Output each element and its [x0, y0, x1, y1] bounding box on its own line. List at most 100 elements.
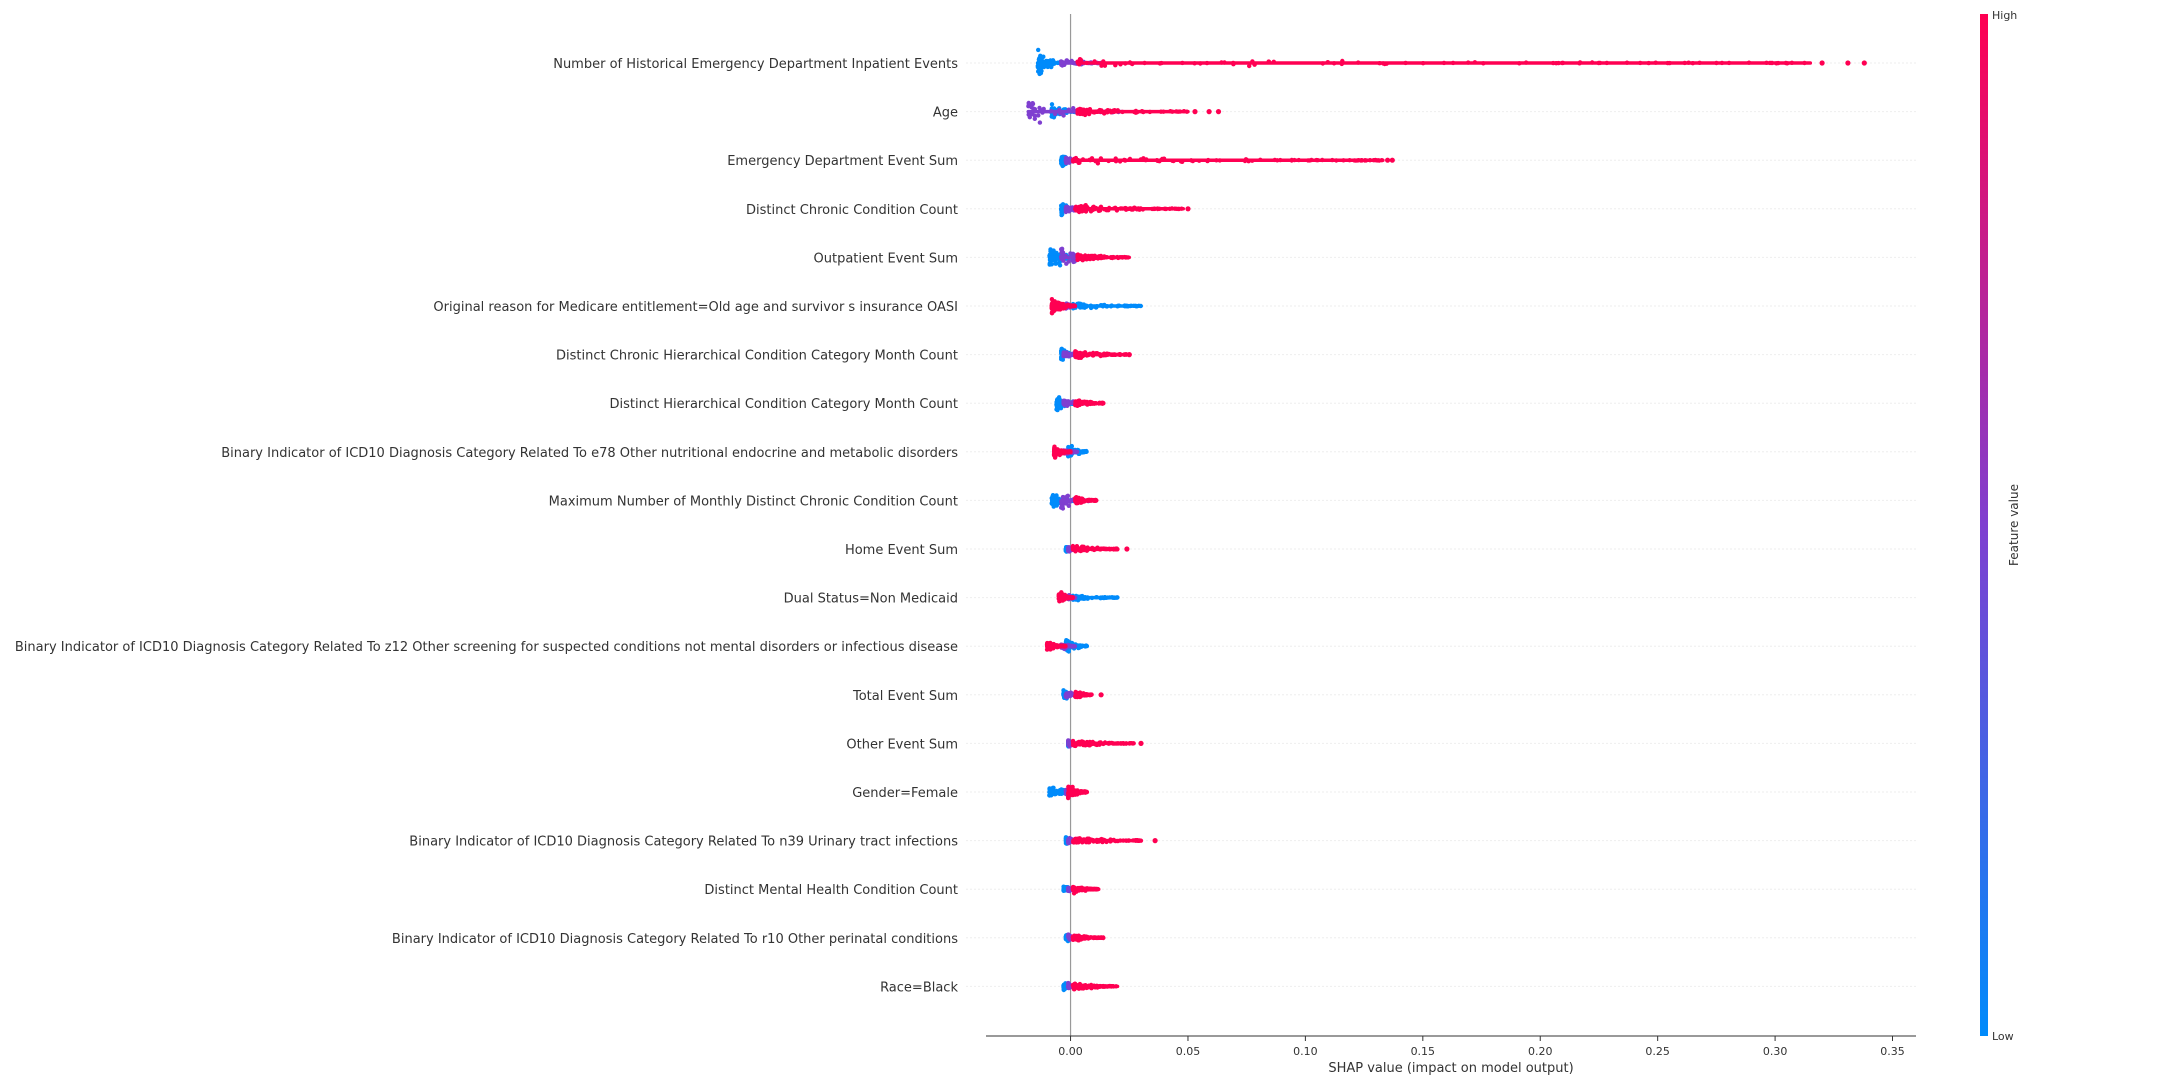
- feature-swarm: [1049, 493, 1099, 511]
- outlier-point: [1152, 838, 1158, 844]
- feature-swarm: [1044, 638, 1090, 654]
- feature-swarm: [1049, 297, 1144, 316]
- mid-value-point: [1037, 120, 1043, 125]
- feature-swarm: [1056, 590, 1120, 604]
- mid-value-point: [1064, 494, 1070, 499]
- feature-label: Other Event Sum: [846, 737, 958, 752]
- high-value-point: [1050, 307, 1055, 312]
- high-value-point: [1247, 63, 1252, 69]
- feature-label: Number of Historical Emergency Departmen…: [553, 57, 958, 72]
- feature-label: Distinct Chronic Condition Count: [746, 203, 958, 218]
- outlier-point: [1389, 157, 1395, 163]
- mid-value-point: [1061, 258, 1066, 263]
- low-value-point: [1050, 494, 1055, 499]
- beeswarm-series: [1026, 47, 1867, 993]
- outlier-point: [1126, 352, 1132, 358]
- feature-swarm: [1063, 543, 1130, 554]
- mid-value-point: [1026, 112, 1031, 117]
- high-value-point: [1068, 785, 1073, 790]
- x-tick-label: 0.05: [1176, 1045, 1201, 1058]
- high-value-point: [1077, 57, 1083, 62]
- x-tick-label: 0.25: [1645, 1045, 1670, 1058]
- colorbar-title: Feature value: [2007, 484, 2021, 566]
- outlier-point: [1206, 109, 1212, 115]
- outlier-point: [1215, 109, 1222, 115]
- mid-value-point: [1066, 503, 1072, 508]
- low-value-point: [1035, 65, 1041, 70]
- x-axis-label: SHAP value (impact on model output): [1328, 1061, 1573, 1076]
- feature-swarm: [1066, 738, 1144, 749]
- low-value-point: [1053, 501, 1058, 506]
- outlier-point: [1819, 60, 1825, 66]
- feature-swarm: [1047, 784, 1090, 801]
- x-tick-label: 0.10: [1293, 1045, 1318, 1058]
- low-value-point: [1059, 161, 1064, 167]
- mid-value-point: [1064, 261, 1069, 266]
- low-value-point: [1049, 102, 1055, 107]
- high-value-point: [1071, 891, 1077, 896]
- low-value-point: [1048, 247, 1053, 252]
- row-guidelines: [966, 62, 1916, 987]
- feature-swarm: [1059, 202, 1191, 218]
- feature-swarm: [1059, 346, 1132, 362]
- low-value-point: [1047, 262, 1052, 267]
- feature-swarm: [1026, 100, 1222, 125]
- feature-swarm: [1061, 884, 1101, 896]
- mid-value-point: [1031, 106, 1036, 111]
- low-value-point: [1049, 501, 1055, 506]
- outlier-point: [1845, 60, 1851, 66]
- feature-swarm: [1047, 246, 1132, 268]
- x-tick-label: 0.30: [1763, 1045, 1788, 1058]
- mid-value-point: [1032, 113, 1038, 119]
- feature-label: Binary Indicator of ICD10 Diagnosis Cate…: [392, 932, 958, 947]
- feature-labels: Number of Historical Emergency Departmen…: [15, 57, 959, 995]
- feature-label: Binary Indicator of ICD10 Diagnosis Cate…: [15, 640, 958, 655]
- feature-label: Age: [933, 106, 958, 121]
- mid-value-point: [1026, 100, 1031, 106]
- low-value-point: [1039, 68, 1044, 74]
- feature-swarm: [1061, 688, 1104, 701]
- feature-label: Gender=Female: [852, 786, 958, 801]
- x-axis: 0.00 0.05 0.10 0.15 0.20 0.25 0.30 0.35 SHAP va…: [986, 1035, 1916, 1076]
- feature-label: Binary Indicator of ICD10 Diagnosis Cate…: [409, 835, 958, 850]
- feature-label: Maximum Number of Monthly Distinct Chron…: [549, 494, 958, 509]
- feature-swarm: [1035, 47, 1867, 77]
- mid-value-point: [1059, 246, 1065, 251]
- feature-label: Outpatient Event Sum: [814, 251, 959, 266]
- low-value-point: [1037, 56, 1042, 61]
- high-value-point: [1066, 795, 1071, 801]
- feature-label: Binary Indicator of ICD10 Diagnosis Cate…: [221, 446, 958, 461]
- outlier-point: [1124, 546, 1130, 552]
- colorbar-low-label: Low: [1992, 1030, 2014, 1043]
- high-value-point: [1057, 452, 1063, 458]
- x-tick-label: 0.35: [1880, 1045, 1905, 1058]
- low-value-point: [1049, 114, 1055, 119]
- feature-label: Original reason for Medicare entitlement…: [433, 300, 958, 315]
- low-value-point: [1053, 261, 1059, 266]
- x-tick-label: 0.00: [1058, 1045, 1083, 1058]
- colorbar: High Low Feature value: [1980, 9, 2021, 1043]
- colorbar-high-label: High: [1992, 9, 2017, 22]
- high-value-point: [1083, 203, 1088, 208]
- low-value-point: [1061, 688, 1066, 693]
- feature-label: Home Event Sum: [845, 543, 958, 558]
- feature-label: Total Event Sum: [852, 689, 958, 704]
- low-value-point: [1036, 47, 1041, 53]
- feature-label: Distinct Hierarchical Condition Category…: [610, 397, 959, 412]
- feature-label: Emergency Department Event Sum: [727, 154, 958, 169]
- low-value-point: [1057, 259, 1062, 265]
- mid-value-point: [1037, 105, 1042, 111]
- mid-value-point: [1036, 113, 1041, 118]
- low-value-point: [1055, 397, 1060, 402]
- feature-swarm: [1059, 154, 1395, 169]
- feature-label: Distinct Chronic Hierarchical Condition …: [556, 349, 958, 364]
- feature-swarm: [1063, 932, 1106, 944]
- x-ticks: 0.00 0.05 0.10 0.15 0.20 0.25 0.30 0.35: [1058, 1036, 1905, 1058]
- outlier-point: [1385, 157, 1391, 163]
- outlier-point: [1192, 109, 1198, 115]
- feature-swarm: [1061, 980, 1120, 993]
- feature-swarm: [1054, 395, 1106, 413]
- low-value-point: [1049, 793, 1054, 798]
